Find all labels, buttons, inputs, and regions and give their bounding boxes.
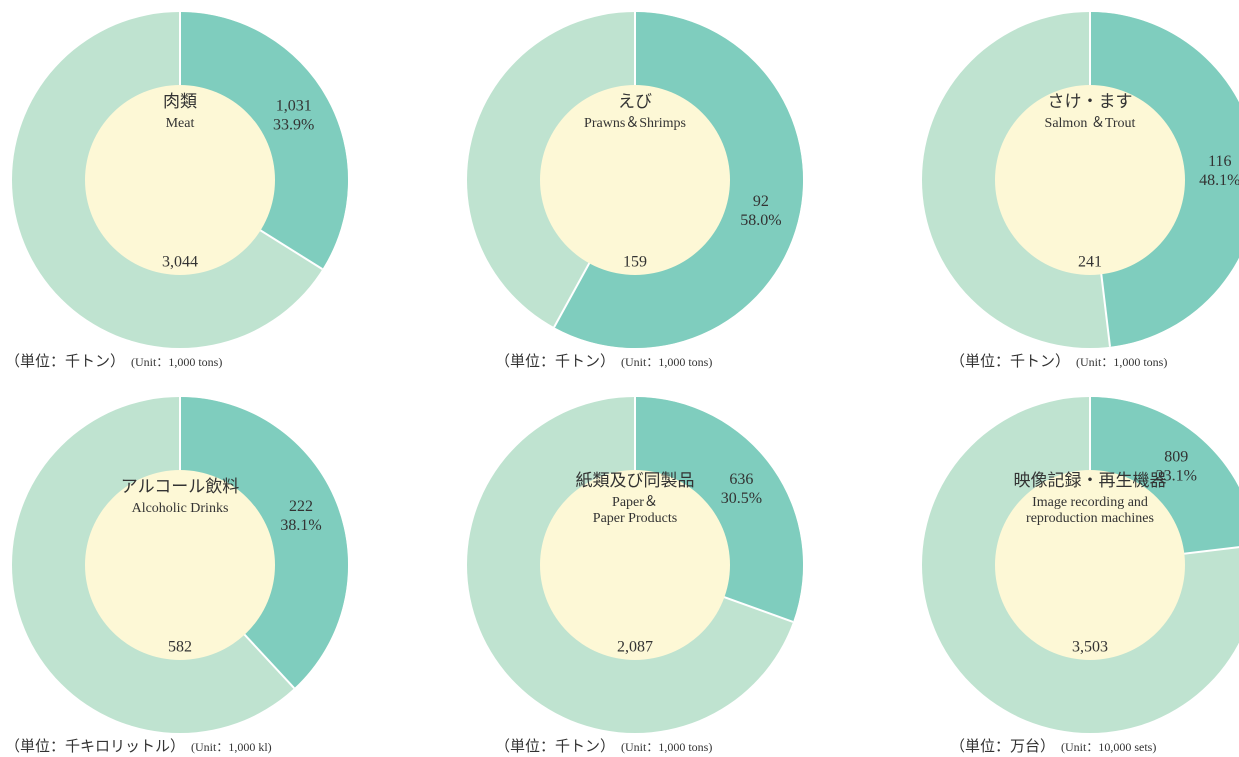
- donut-hole: [995, 85, 1185, 275]
- donut-chart: 636 30.5% 紙類及び同製品 Paper＆Paper Products 2,087…: [467, 397, 803, 755]
- total-label: 2,087: [617, 639, 653, 656]
- donut-chart: 1,031 33.9% 肉類 Meat 3,044 （単位：千トン） (Unit：1,000…: [5, 12, 348, 370]
- amount-label: 222: [289, 498, 313, 515]
- unit-label-en: (Unit：1,000 tons): [621, 355, 712, 369]
- unit-label-en: (Unit：1,000 tons): [1076, 355, 1167, 369]
- donut-subtitle: Alcoholic Drinks: [132, 501, 229, 516]
- value-label: 58.0%: [740, 212, 781, 229]
- unit-label: （単位：千トン） (Unit：1,000 tons): [495, 738, 712, 755]
- unit-label-ja: （単位：千キロリットル）: [5, 738, 185, 755]
- donut-title: 肉類: [163, 92, 197, 111]
- donut-title: えび: [618, 92, 652, 111]
- unit-label-en: (Unit：1,000 tons): [621, 740, 712, 754]
- donut-subtitle: reproduction machines: [1026, 511, 1154, 526]
- unit-label: （単位：千トン） (Unit：1,000 tons): [495, 353, 712, 370]
- unit-label-en: (Unit：1,000 kl): [191, 740, 272, 754]
- unit-label-ja: （単位：千トン）: [950, 353, 1070, 370]
- unit-label: （単位：万台） (Unit：10,000 sets): [950, 738, 1156, 755]
- value-label: 48.1%: [1199, 172, 1239, 189]
- unit-label: （単位：千キロリットル） (Unit：1,000 kl): [5, 738, 272, 755]
- unit-label-ja: （単位：千トン）: [495, 353, 615, 370]
- donut-subtitle: Image recording and: [1032, 495, 1148, 510]
- chart-grid: 1,031 33.9% 肉類 Meat 3,044 （単位：千トン） (Unit：1,000…: [0, 0, 1239, 757]
- donut-title: さけ・ます: [1048, 92, 1133, 111]
- donut-subtitle: Paper＆: [612, 495, 658, 510]
- total-label: 3,503: [1072, 639, 1108, 656]
- donut-title: 映像記録・再生機器: [1014, 471, 1167, 490]
- unit-label-ja: （単位：千トン）: [5, 353, 125, 370]
- unit-label: （単位：千トン） (Unit：1,000 tons): [950, 353, 1167, 370]
- value-label: 30.5%: [721, 490, 762, 507]
- total-label: 241: [1078, 254, 1102, 271]
- donut-chart: 222 38.1% アルコール飲料 Alcoholic Drinks 582 （単位：千キ…: [5, 397, 348, 755]
- unit-label-ja: （単位：万台）: [950, 738, 1055, 755]
- donut-subtitle: Meat: [166, 116, 195, 131]
- donut-title: アルコール飲料: [121, 477, 240, 496]
- amount-label: 92: [753, 193, 769, 210]
- unit-label-ja: （単位：千トン）: [495, 738, 615, 755]
- donut-subtitle: Salmon ＆Trout: [1045, 116, 1136, 131]
- donut-chart: 92 58.0% えび Prawns＆Shrimps 159 （単位：千トン） (Unit：…: [467, 12, 803, 370]
- donut-subtitle: Paper Products: [593, 511, 677, 526]
- unit-label-en: (Unit：10,000 sets): [1061, 740, 1156, 754]
- donut-title: 紙類及び同製品: [576, 471, 695, 490]
- donut-hole: [85, 85, 275, 275]
- total-label: 159: [623, 254, 647, 271]
- total-label: 582: [168, 639, 192, 656]
- unit-label: （単位：千トン） (Unit：1,000 tons): [5, 353, 222, 370]
- amount-label: 636: [729, 471, 753, 488]
- total-label: 3,044: [162, 254, 198, 271]
- value-label: 33.9%: [273, 117, 314, 134]
- amount-label: 116: [1208, 153, 1231, 170]
- donut-hole: [85, 470, 275, 660]
- amount-label: 1,031: [276, 98, 312, 115]
- amount-label: 809: [1164, 448, 1188, 465]
- value-label: 38.1%: [280, 517, 321, 534]
- donut-subtitle: Prawns＆Shrimps: [584, 116, 686, 131]
- donut-chart: 116 48.1% さけ・ます Salmon ＆Trout 241 （単位：千トン） (Un…: [922, 12, 1239, 370]
- unit-label-en: (Unit：1,000 tons): [131, 355, 222, 369]
- donut-hole: [540, 85, 730, 275]
